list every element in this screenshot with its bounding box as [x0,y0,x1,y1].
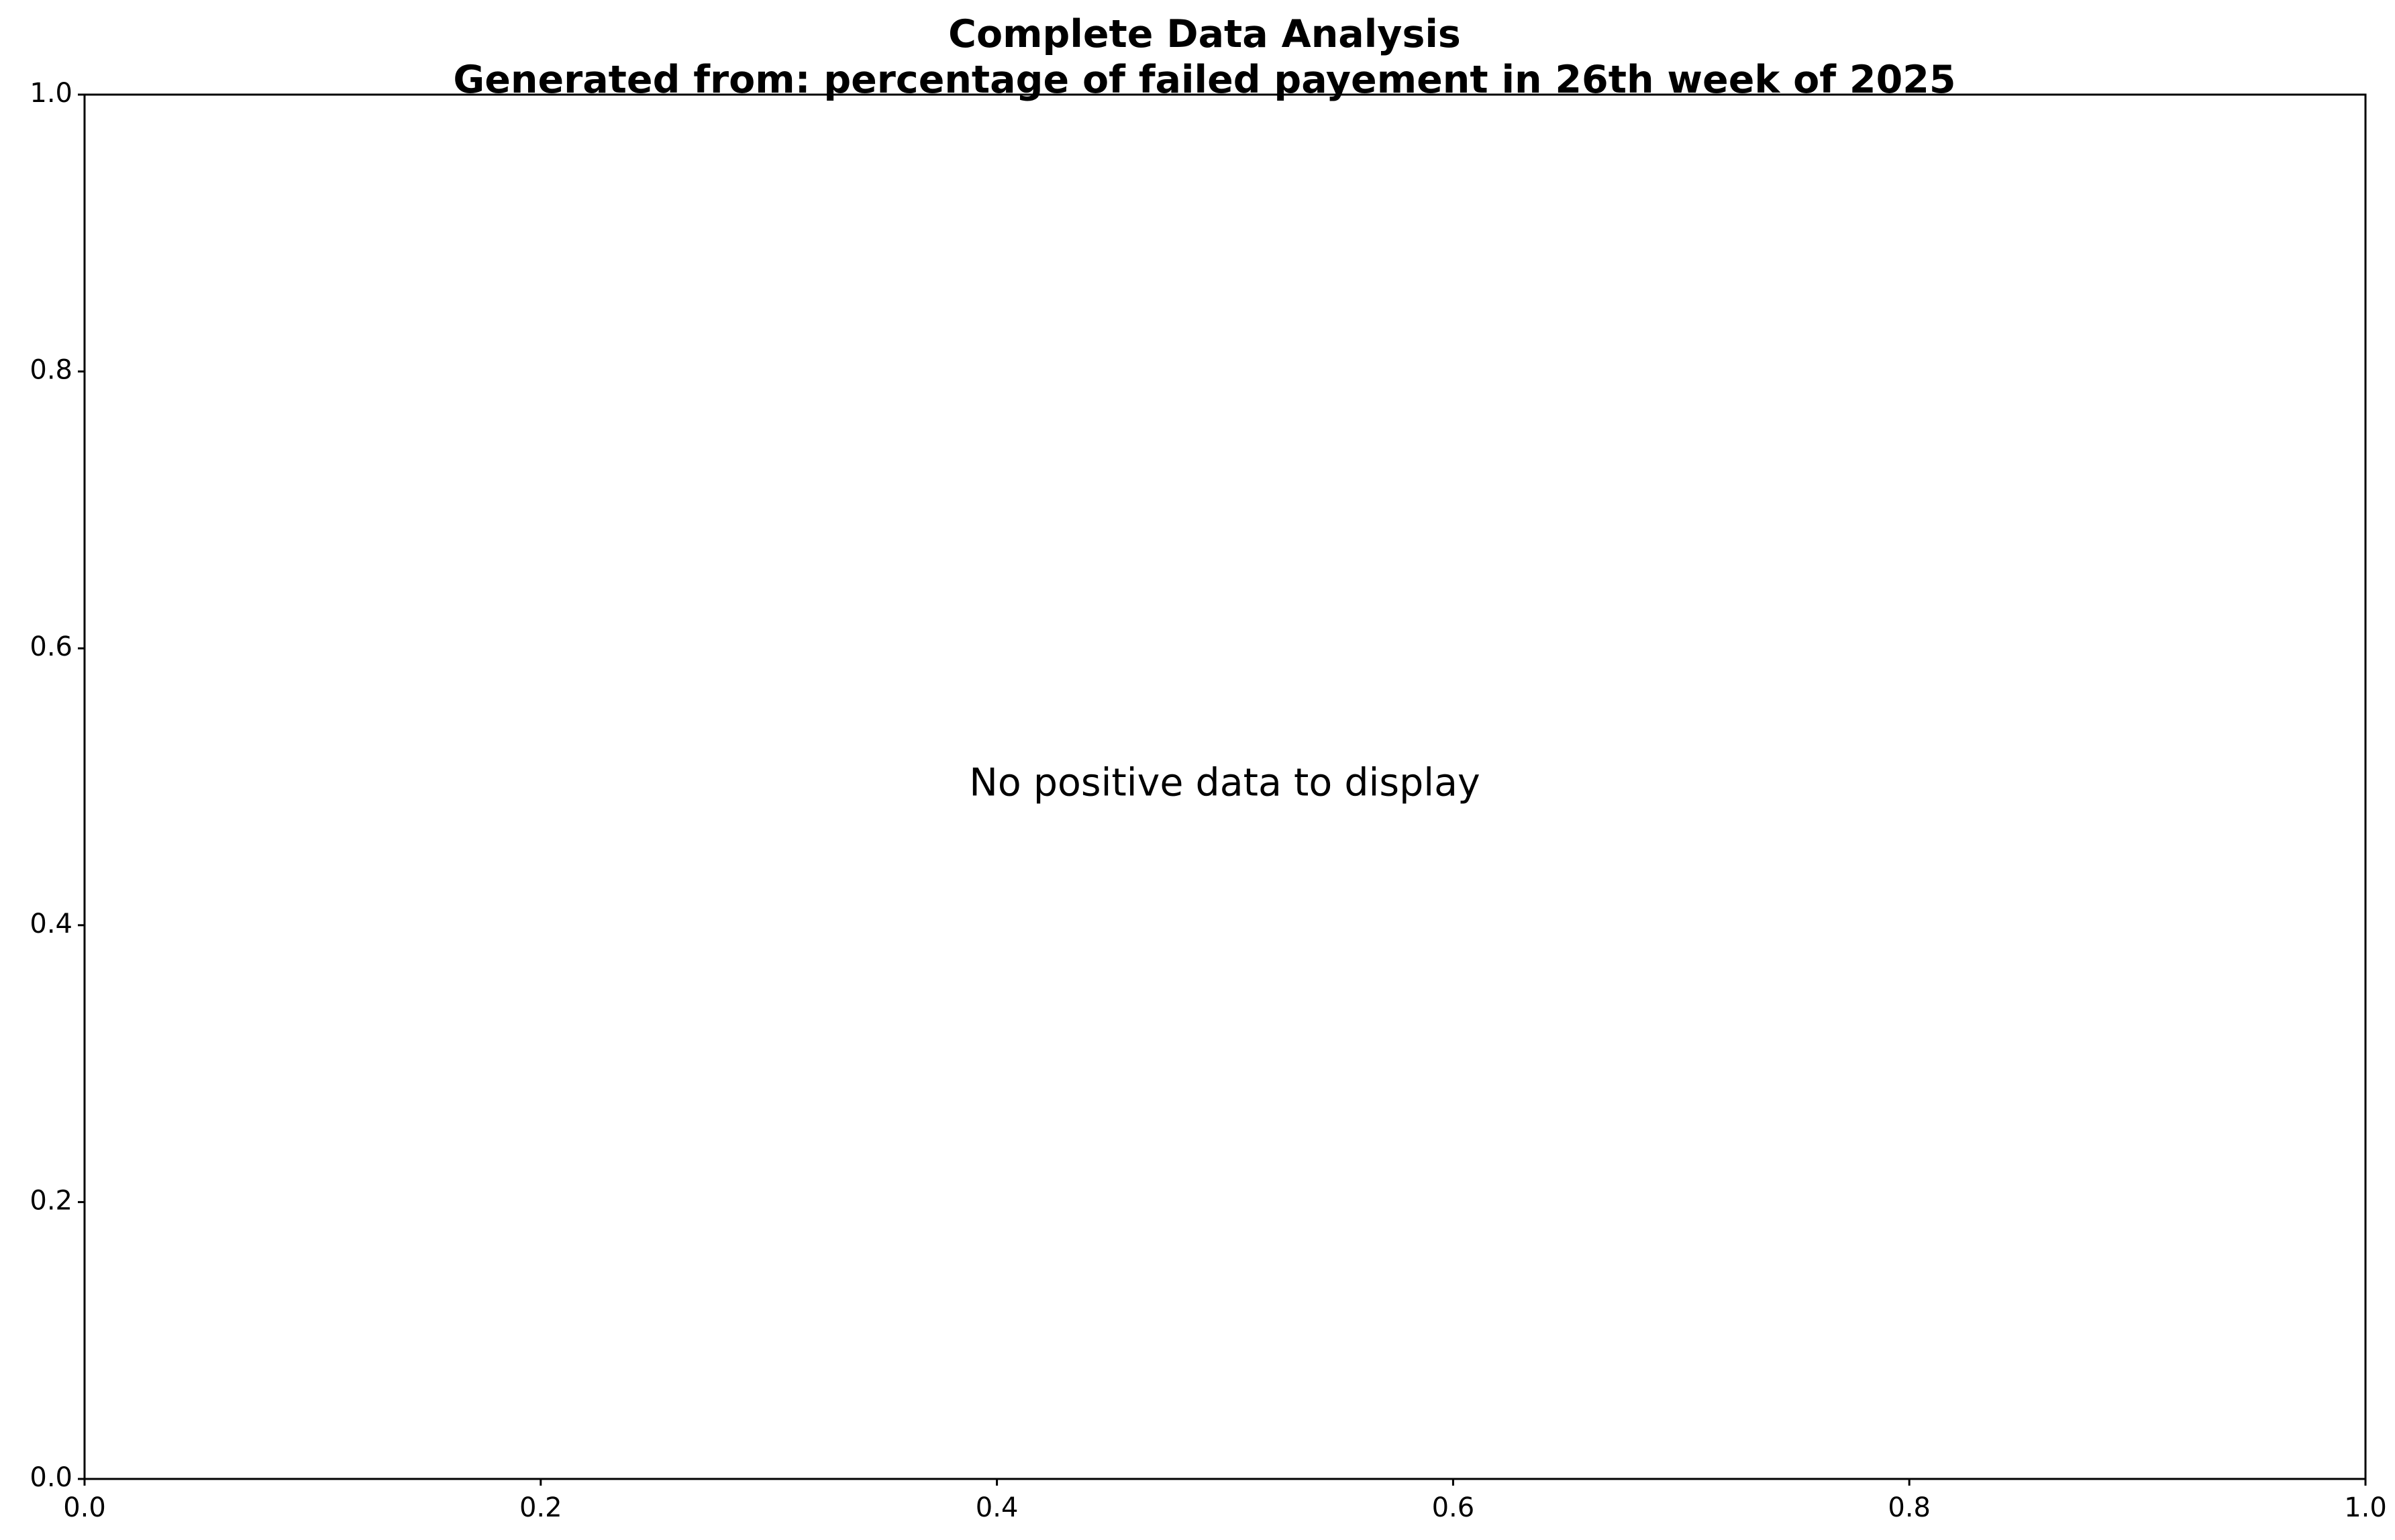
chart-title: Complete Data Analysis [948,12,1461,56]
x-tick-label: 0.6 [1432,1492,1475,1523]
x-tick-label: 0.8 [1888,1492,1931,1523]
y-axis: 0.0 0.2 0.4 0.6 0.8 1.0 [30,78,85,1493]
y-tick-label: 0.4 [30,909,72,939]
y-tick-label: 0.6 [30,631,72,662]
x-tick-label: 0.0 [63,1492,106,1523]
y-tick-label: 0.0 [30,1462,72,1493]
y-tick-label: 0.8 [30,355,72,386]
plot-area [83,93,2367,1480]
x-tick-label: 0.4 [976,1492,1019,1523]
y-tick-label: 1.0 [30,78,72,109]
y-tick-label: 0.2 [30,1185,72,1216]
no-data-message: No positive data to display [969,761,1480,805]
x-tick-label: 0.2 [519,1492,562,1523]
x-tick-label: 1.0 [2344,1492,2387,1523]
x-axis: 0.0 0.2 0.4 0.6 0.8 1.0 [63,1479,2387,1523]
